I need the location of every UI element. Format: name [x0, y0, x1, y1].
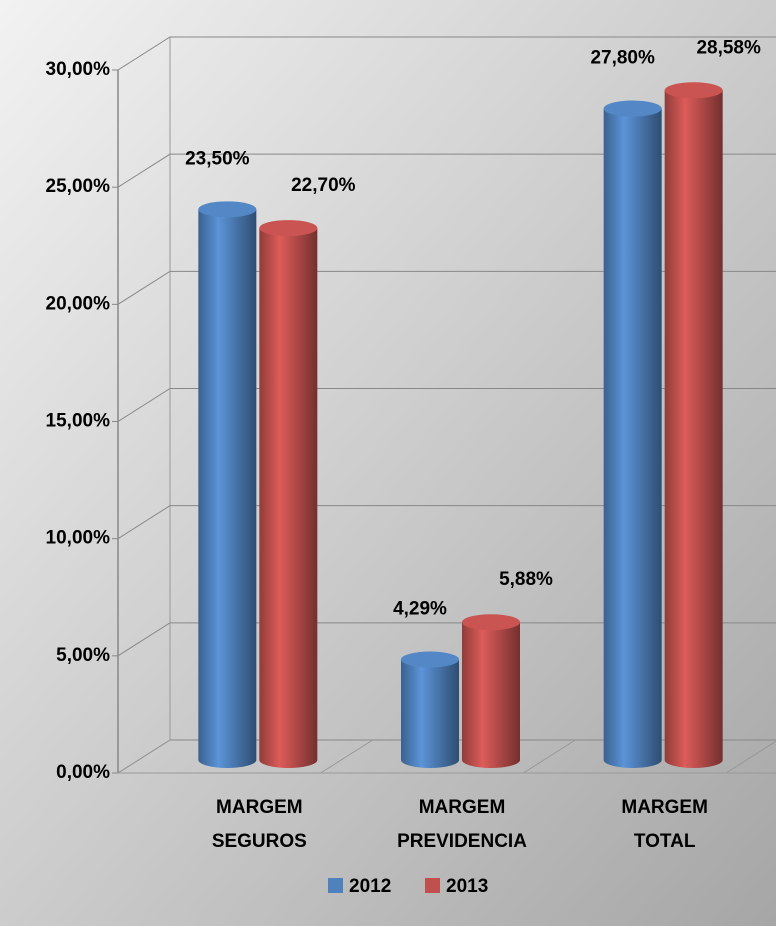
y-tick-label: 5,00% — [56, 645, 110, 666]
y-tick-label: 10,00% — [46, 528, 111, 549]
y-tick-label: 15,00% — [46, 411, 111, 432]
grid-line — [117, 36, 776, 71]
legend-label: 2013 — [446, 876, 488, 897]
legend-label: 2012 — [349, 876, 391, 897]
cylinder — [603, 100, 662, 768]
y-tick-label: 0,00% — [56, 762, 110, 783]
grid-line — [117, 270, 776, 305]
value-label: 28,58% — [696, 37, 761, 58]
value-label: 4,29% — [393, 598, 447, 619]
bar — [664, 90, 723, 768]
value-label: 23,50% — [185, 148, 250, 169]
grid-line — [117, 505, 776, 540]
bar-top — [401, 651, 459, 668]
cylinder — [462, 614, 520, 768]
bar-top — [259, 220, 318, 237]
bar — [401, 659, 459, 768]
x-tick-label: MARGEM SEGUROS — [212, 797, 307, 852]
floor-divider — [320, 739, 373, 774]
grid-line — [117, 153, 776, 188]
cylinder — [401, 651, 459, 768]
bar-top — [664, 82, 723, 99]
y-tick-label: 25,00% — [46, 176, 111, 197]
bar — [462, 622, 520, 768]
legend-swatch — [328, 878, 343, 893]
value-label: 5,88% — [499, 569, 553, 590]
floor-divider — [523, 739, 576, 774]
bar — [259, 228, 318, 768]
floor-divider — [117, 739, 171, 774]
bar-top — [198, 201, 257, 218]
x-tick-label: MARGEM PREVIDENCIA — [397, 797, 527, 852]
y-tick-label: 20,00% — [46, 293, 111, 314]
bar — [603, 108, 662, 768]
bar-top — [462, 614, 520, 631]
bar-top — [603, 100, 662, 117]
grid-line — [117, 388, 776, 422]
floor-divider — [725, 740, 776, 774]
cylinder — [198, 201, 257, 769]
cylinder — [664, 82, 723, 768]
legend-swatch — [425, 878, 440, 893]
value-label: 22,70% — [291, 175, 356, 196]
y-tick-label: 30,00% — [46, 59, 111, 80]
value-label: 27,80% — [590, 48, 655, 69]
cylinder — [259, 220, 318, 768]
grid-line — [117, 622, 776, 657]
x-tick-label: MARGEM TOTAL — [621, 797, 708, 852]
bar — [198, 209, 257, 769]
